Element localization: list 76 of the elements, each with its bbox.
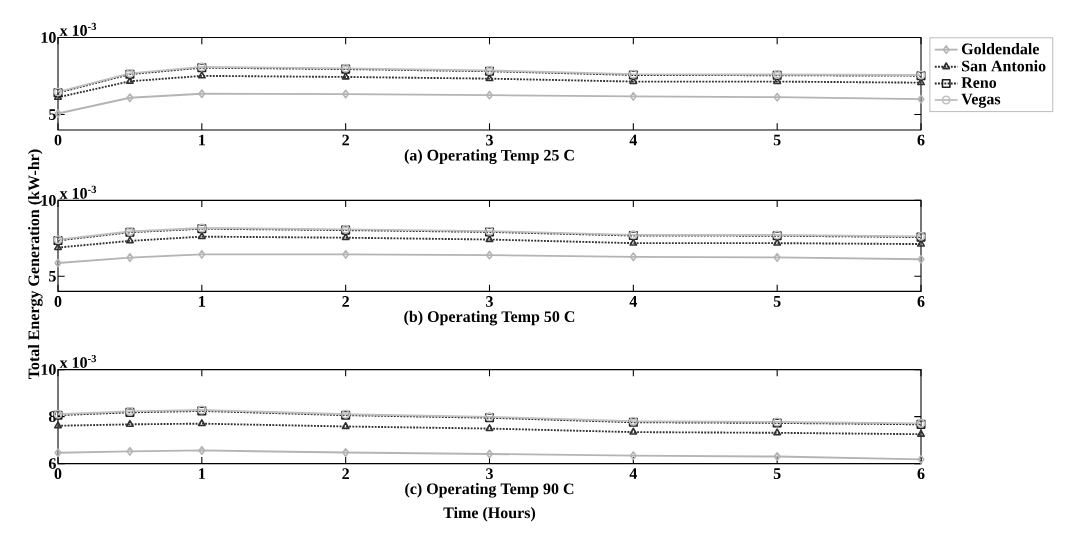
x-tick-label: 1 — [199, 468, 206, 479]
point — [198, 445, 206, 455]
point — [341, 233, 350, 241]
x-tick-label: 3 — [486, 468, 493, 480]
point — [198, 249, 206, 259]
x-tick-label: 5 — [773, 134, 781, 146]
x-tick-label: 0 — [54, 468, 62, 480]
point — [197, 71, 206, 79]
point — [197, 419, 206, 427]
x-tick-label: 4 — [629, 296, 638, 307]
point — [53, 421, 63, 429]
y-tick-label: 10 — [41, 364, 56, 375]
x-tick-label: 4 — [629, 134, 638, 146]
legend-label: Reno — [961, 77, 997, 88]
point — [485, 74, 494, 82]
x-tick-label: 5 — [773, 468, 781, 479]
point — [773, 428, 782, 436]
point — [198, 89, 206, 99]
x-tick-label: 0 — [54, 134, 62, 146]
point — [341, 72, 350, 80]
point — [773, 252, 781, 262]
text: (a) Operating Temp 25 C — [404, 149, 574, 165]
point — [629, 252, 637, 262]
text: x 10$^{-3}$ — [59, 22, 97, 36]
point — [773, 92, 781, 102]
x-axis-title: Time (Hours) — [443, 506, 536, 522]
x-tick-label: 1 — [199, 296, 206, 307]
point — [342, 89, 350, 99]
y-tick-label: 5 — [49, 270, 56, 282]
x-tick-label: 3 — [486, 296, 493, 307]
x-tick-label: 6 — [917, 134, 925, 146]
x-tick-label: 3 — [486, 134, 493, 146]
text: x 10$^{-3}$ — [59, 185, 97, 199]
point — [342, 448, 350, 458]
y-tick-label: 5 — [49, 109, 56, 120]
y-tick-label: 10 — [41, 194, 56, 206]
text: (b) Operating Temp 50 C — [404, 310, 575, 326]
point — [485, 424, 494, 432]
x-tick-label: 6 — [917, 468, 925, 480]
x-tick-label: 5 — [773, 296, 781, 307]
point — [341, 421, 350, 430]
legend-label: Goldendale — [961, 43, 1040, 55]
point — [917, 454, 925, 464]
y-tick-label: 10 — [41, 32, 56, 43]
point — [125, 419, 134, 428]
point — [126, 253, 134, 263]
point — [917, 254, 925, 264]
x-tick-label: 0 — [54, 296, 62, 307]
point — [53, 92, 63, 100]
point — [773, 452, 781, 462]
x-tick-label: 2 — [342, 468, 349, 479]
point — [125, 236, 134, 244]
text: x 10$^{-3}$ — [59, 354, 97, 368]
point — [342, 249, 350, 259]
x-tick-label: 6 — [917, 296, 925, 307]
point — [54, 448, 62, 458]
point — [485, 250, 494, 260]
point — [916, 429, 926, 437]
text: (c) Operating Temp 90 C — [405, 482, 574, 498]
x-tick-label: 4 — [629, 468, 638, 479]
point — [54, 258, 62, 268]
point — [629, 91, 637, 101]
point — [629, 427, 638, 435]
point — [917, 94, 925, 104]
legend-label: Vegas — [961, 93, 1001, 108]
x-tick-label: 2 — [342, 296, 349, 307]
x-tick-label: 2 — [342, 134, 349, 146]
point — [126, 93, 134, 103]
legend-label: San Antonio — [962, 60, 1046, 72]
y-tick-label: 6 — [48, 458, 56, 469]
point — [485, 90, 494, 100]
x-tick-label: 1 — [199, 134, 206, 146]
point — [126, 446, 134, 456]
point — [629, 451, 637, 461]
point — [485, 449, 494, 459]
point — [197, 232, 206, 240]
